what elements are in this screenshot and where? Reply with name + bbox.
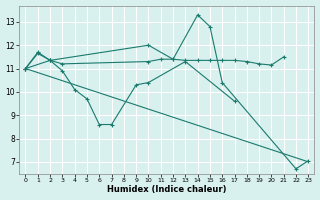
X-axis label: Humidex (Indice chaleur): Humidex (Indice chaleur): [107, 185, 227, 194]
